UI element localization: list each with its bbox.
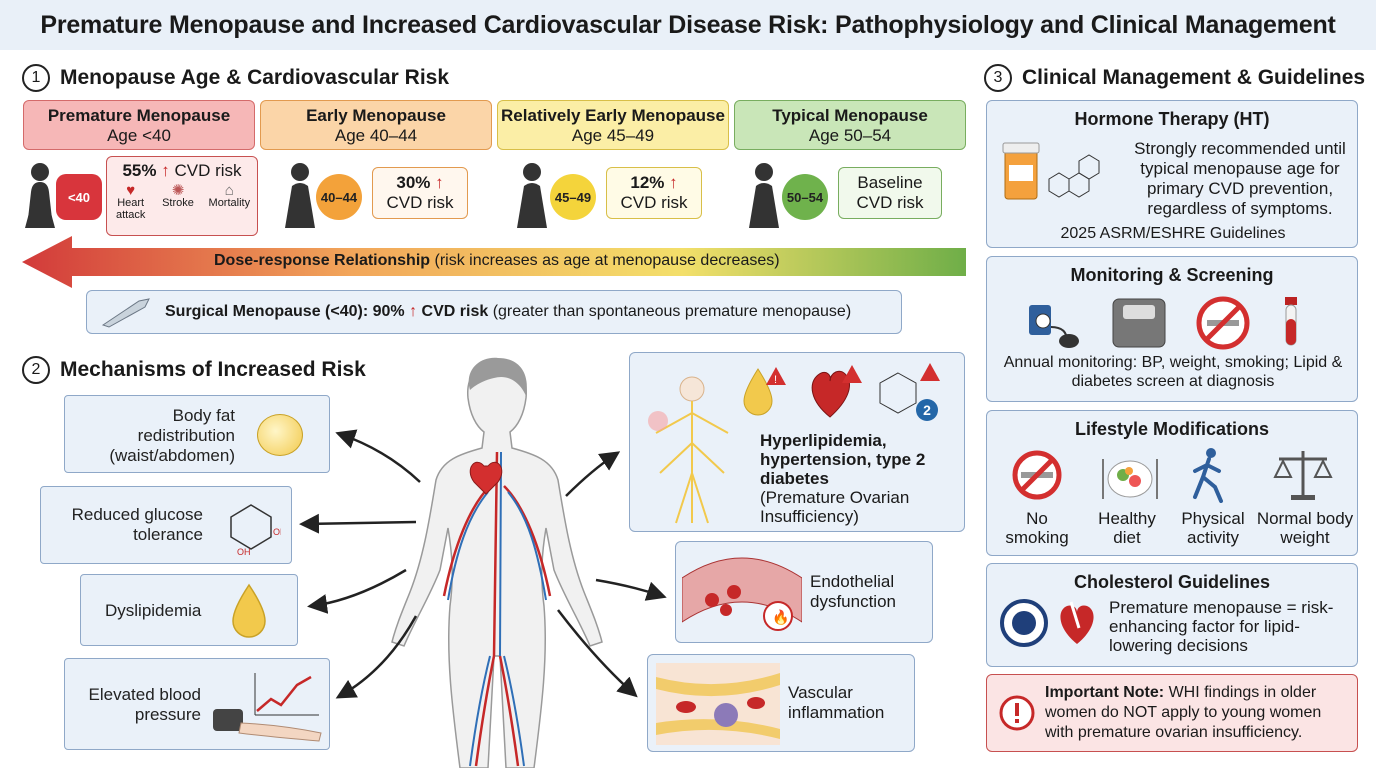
risk-percent: 30% — [396, 173, 431, 192]
stage-age: Age <40 — [107, 126, 171, 145]
mechanism-blood-pressure: Elevated blood pressure — [64, 658, 330, 750]
fat-cell-icon — [257, 414, 303, 456]
stage-age: Age 45–49 — [571, 126, 655, 145]
stage-early: Early Menopause Age 40–44 — [260, 100, 492, 150]
important-note-box: Important Note: WHI findings in older wo… — [986, 674, 1358, 752]
blood-vessel-icon: 🔥 — [682, 557, 802, 631]
stage-name: Relatively Early Menopause — [501, 106, 725, 125]
risk-box-early: 30% ↑ CVD risk — [372, 167, 468, 219]
svg-text:OH: OH — [237, 547, 251, 555]
stage-premature: Premature Menopause Age <40 — [23, 100, 255, 150]
age-badge: <40 — [56, 174, 102, 220]
section3-heading: 3 Clinical Management & Guidelines — [984, 64, 1365, 92]
risk-text: CVD risk — [386, 193, 454, 212]
heart-warning-icon — [811, 365, 862, 418]
arrow-up-icon: ↑ — [669, 173, 678, 192]
heart-attack-item: ♥ Heart attack — [111, 182, 151, 221]
risk-box-premature: 55% ↑ CVD risk ♥ Heart attack ✺ Stroke ⌂ Mo… — [106, 156, 258, 236]
svg-text:🔥: 🔥 — [772, 609, 789, 626]
stage-name: Typical Menopause — [772, 106, 928, 125]
svg-text:!: ! — [774, 374, 777, 386]
stage-name: Early Menopause — [306, 106, 446, 125]
mortality-item: ⌂ Mortality — [205, 182, 253, 221]
stage-name: Premature Menopause — [47, 106, 231, 125]
surgical-menopause-box: Surgical Menopause (<40): 90% ↑ CVD risk… — [86, 290, 902, 334]
blood-pressure-cuff-icon — [213, 673, 322, 742]
woman-silhouette-icon — [749, 163, 779, 228]
aha-heart-icon — [1060, 601, 1094, 644]
risk-percent: Baseline — [857, 173, 923, 192]
risk-percent: 12% — [630, 173, 665, 192]
arrow-up-icon: ↑ — [409, 303, 418, 320]
dose-response-label: Dose-response Relationship (risk increas… — [214, 252, 780, 269]
mechanism-dyslipidemia: Dyslipidemia — [80, 574, 298, 646]
age-badge: 50–54 — [782, 174, 828, 220]
healthy-diet-icon — [1102, 459, 1158, 499]
human-body-vascular-illustration — [391, 357, 603, 768]
weight-scale-icon — [1112, 298, 1166, 348]
stage-relatively-early: Relatively Early Menopause Age 45–49 — [497, 100, 729, 150]
no-smoking-icon — [1196, 296, 1250, 350]
arrow-up-icon: ↑ — [161, 161, 170, 180]
warning-icon — [999, 695, 1035, 731]
stage-age: Age 40–44 — [334, 126, 418, 145]
cholesterol-card: Cholesterol Guidelines Premature menopau… — [986, 563, 1358, 667]
risk-percent: 55% — [122, 161, 157, 180]
vessel-inflammation-icon — [656, 663, 780, 745]
runner-icon — [1193, 448, 1223, 503]
tombstone-icon: ⌂ — [224, 182, 234, 199]
poi-mechanism-box: ! 2 Hyperlipidemia, hypertension, type 2… — [629, 352, 965, 532]
type2-badge: 2 — [916, 399, 938, 421]
no-smoking-icon — [1012, 450, 1062, 500]
stage-typical: Typical Menopause Age 50–54 — [734, 100, 966, 150]
mechanism-arrows — [299, 429, 667, 699]
acc-seal-icon — [1000, 599, 1048, 647]
scalpel-icon — [101, 298, 150, 328]
woman-silhouette-icon — [25, 163, 55, 228]
section2-heading: 2 Mechanisms of Increased Risk — [22, 356, 366, 384]
mechanism-glucose: Reduced glucose tolerance OHOH — [40, 486, 292, 564]
monitoring-card: Monitoring & Screening Annual monitoring… — [986, 256, 1358, 402]
brain-icon: ✺ — [171, 182, 185, 199]
section1-heading: 1 Menopause Age & Cardiovascular Risk — [22, 64, 449, 92]
endothelial-box: 🔥 Endothelial dysfunction — [675, 541, 933, 643]
risk-box-typical: Baseline CVD risk — [838, 167, 942, 219]
vascular-inflammation-box: Vascular inflammation — [647, 654, 915, 752]
lipid-drop-icon — [232, 583, 266, 638]
risk-box-relatively-early: 12% ↑ CVD risk — [606, 167, 702, 219]
note-text: Important Note: WHI findings in older wo… — [1045, 684, 1322, 741]
poi-text: Hyperlipidemia, hypertension, type 2 dia… — [760, 431, 926, 526]
lifestyle-card: Lifestyle Modifications No smoking Healt… — [986, 410, 1358, 556]
blood-tube-icon — [1285, 297, 1297, 346]
bp-monitor-icon — [1029, 305, 1079, 348]
risk-text: CVD risk — [856, 193, 924, 212]
section-number: 1 — [22, 64, 50, 92]
hormone-therapy-card: Hormone Therapy (HT) Strongly recommende… — [986, 100, 1358, 248]
nervous-system-icon — [648, 376, 729, 524]
stage-age: Age 50–54 — [808, 126, 892, 145]
stroke-item: ✺ Stroke — [158, 182, 198, 221]
section-title: Menopause Age & Cardiovascular Risk — [60, 66, 450, 89]
age-badge: 45–49 — [550, 174, 596, 220]
glucose-molecule-icon: OH OH — [230, 504, 281, 555]
woman-silhouette-icon — [517, 163, 547, 228]
arrow-up-icon: ↑ — [435, 173, 444, 192]
dose-response-arrow — [22, 236, 966, 288]
balance-scale-icon — [1273, 451, 1333, 500]
risk-text: CVD risk — [174, 161, 242, 180]
mechanism-body-fat: Body fat redistribution (waist/abdomen) — [64, 395, 330, 473]
page-title: Premature Menopause and Increased Cardio… — [40, 10, 1336, 39]
risk-text: CVD risk — [620, 193, 688, 212]
age-badge: 40–44 — [316, 174, 362, 220]
lipid-drop-warning-icon: ! — [743, 367, 786, 416]
woman-silhouette-icon — [285, 163, 315, 228]
heart-icon: ♥ — [126, 182, 136, 199]
title-bar: Premature Menopause and Increased Cardio… — [0, 0, 1376, 50]
medication-steroid-icon — [1002, 142, 1100, 200]
svg-text:OH: OH — [273, 527, 281, 537]
glucose-warning-icon — [879, 363, 940, 414]
